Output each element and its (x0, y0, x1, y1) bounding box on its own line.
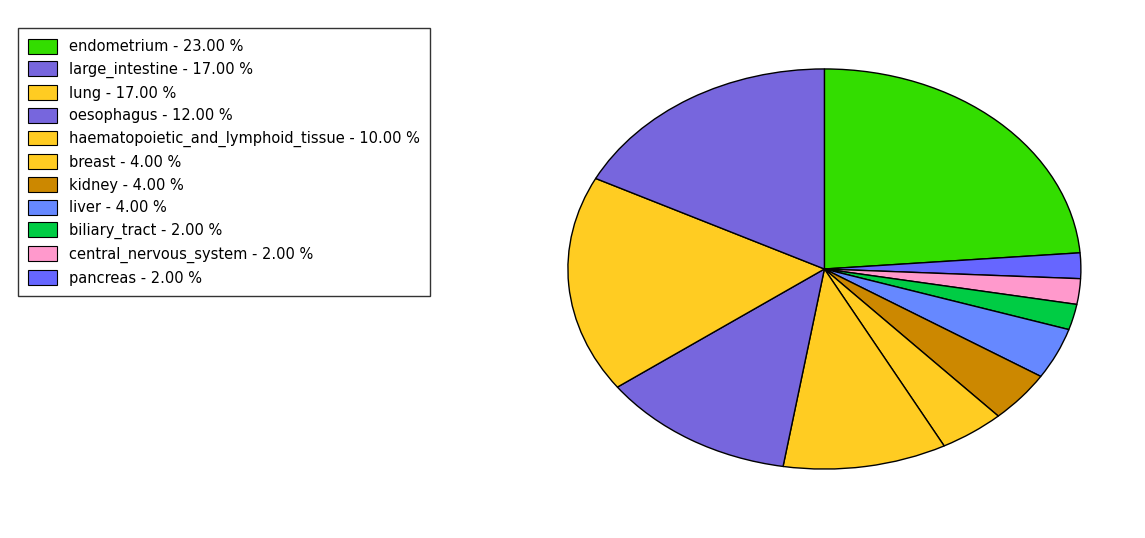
Legend: endometrium - 23.00 %, large_intestine - 17.00 %, lung - 17.00 %, oesophagus - 1: endometrium - 23.00 %, large_intestine -… (18, 29, 431, 296)
Wedge shape (617, 269, 824, 466)
Wedge shape (595, 69, 824, 269)
Wedge shape (824, 269, 1068, 377)
Wedge shape (824, 269, 1081, 305)
Wedge shape (824, 269, 998, 446)
Wedge shape (824, 269, 1041, 416)
Wedge shape (824, 269, 1076, 330)
Wedge shape (824, 69, 1080, 269)
Wedge shape (783, 269, 945, 469)
Wedge shape (568, 179, 824, 387)
Wedge shape (824, 253, 1081, 279)
